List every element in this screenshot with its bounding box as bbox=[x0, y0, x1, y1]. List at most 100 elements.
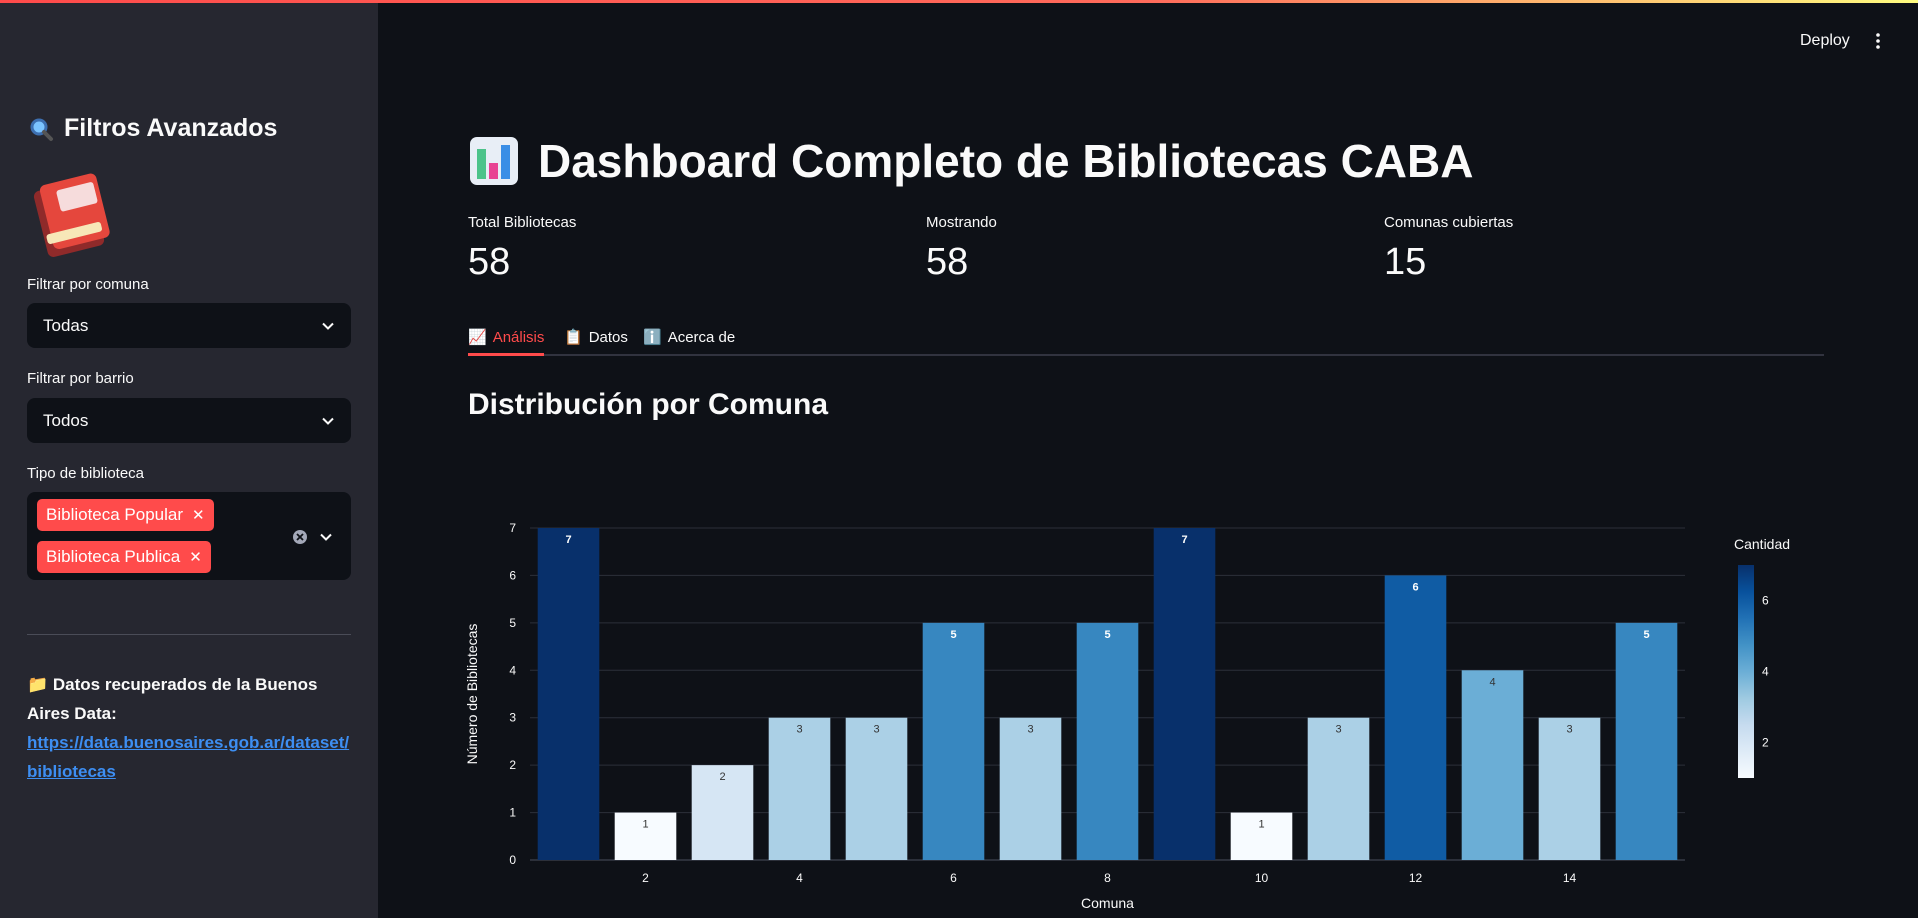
bar-value-label: 1 bbox=[642, 819, 648, 831]
barrio-select-value: Todos bbox=[43, 410, 89, 430]
bar bbox=[1461, 670, 1524, 860]
tab-bar: 📈 Análisis 📋 Datos ℹ️ Acerca de bbox=[468, 320, 1824, 356]
metric-value: 58 bbox=[926, 241, 969, 283]
tab-label: Análisis bbox=[492, 328, 545, 346]
x-axis-title: Comuna bbox=[1081, 895, 1134, 911]
bar-value-label: 3 bbox=[873, 724, 879, 736]
book-icon bbox=[33, 173, 110, 257]
y-tick-label: 1 bbox=[509, 806, 516, 820]
bar bbox=[1153, 528, 1216, 860]
bar-value-label: 7 bbox=[1181, 534, 1187, 546]
tipo-filter-label: Tipo de biblioteca bbox=[27, 465, 145, 482]
tag-biblioteca-popular: Biblioteca Popular ✕ bbox=[37, 499, 214, 531]
folder-icon: 📁 bbox=[27, 675, 49, 694]
magnifier-icon bbox=[30, 118, 53, 141]
colorbar-title: Cantidad bbox=[1734, 536, 1790, 552]
bar-value-label: 5 bbox=[1643, 629, 1649, 641]
colorbar-tick-label: 4 bbox=[1762, 665, 1769, 679]
bar bbox=[1384, 575, 1447, 860]
remove-tag-icon[interactable]: ✕ bbox=[192, 507, 205, 524]
bar bbox=[768, 717, 831, 860]
tipo-multiselect[interactable]: Biblioteca Popular ✕ Biblioteca Publica … bbox=[27, 492, 351, 580]
bar-value-label: 3 bbox=[1027, 724, 1033, 736]
bar-value-label: 3 bbox=[1335, 724, 1341, 736]
x-tick-label: 4 bbox=[796, 871, 803, 885]
metric-value: 58 bbox=[468, 241, 511, 283]
clear-icon[interactable] bbox=[292, 529, 308, 545]
sidebar-title: Filtros Avanzados bbox=[28, 114, 277, 143]
bar bbox=[922, 622, 985, 860]
bar bbox=[1076, 622, 1139, 860]
chevron-down-icon bbox=[322, 322, 334, 330]
x-tick-label: 6 bbox=[950, 871, 957, 885]
y-tick-label: 2 bbox=[509, 758, 516, 772]
bar-value-label: 3 bbox=[1566, 724, 1572, 736]
comuna-filter-label: Filtrar por comuna bbox=[27, 276, 149, 293]
chart-up-icon: 📈 bbox=[468, 329, 487, 346]
deploy-button[interactable]: Deploy bbox=[1800, 32, 1850, 49]
y-tick-label: 6 bbox=[509, 568, 516, 582]
section-title: Distribución por Comuna bbox=[468, 388, 828, 421]
bar-value-label: 7 bbox=[565, 534, 571, 546]
tag-label: Biblioteca Publica bbox=[46, 547, 181, 566]
app-top-decoration bbox=[0, 0, 1918, 3]
bar bbox=[1230, 812, 1293, 860]
bar-value-label: 6 bbox=[1412, 581, 1418, 593]
y-tick-label: 0 bbox=[509, 853, 516, 867]
bar-value-label: 3 bbox=[796, 724, 802, 736]
comuna-select[interactable]: Todas bbox=[27, 303, 351, 348]
bar-value-label: 2 bbox=[719, 771, 725, 783]
y-tick-label: 3 bbox=[509, 711, 516, 725]
remove-tag-icon[interactable]: ✕ bbox=[189, 549, 202, 566]
data-source-text: Datos recuperados de la Buenos Aires Dat… bbox=[27, 675, 318, 723]
comuna-select-value: Todas bbox=[43, 315, 89, 335]
metric-label: Total Bibliotecas bbox=[468, 214, 577, 231]
bar bbox=[614, 812, 677, 860]
tab-label: Datos bbox=[588, 328, 628, 346]
y-tick-label: 4 bbox=[509, 663, 516, 677]
y-tick-label: 7 bbox=[509, 521, 516, 535]
bar bbox=[1538, 717, 1601, 860]
sidebar: Filtros Avanzados Filtrar por comuna Tod… bbox=[0, 0, 378, 918]
chart-emoji-icon bbox=[470, 137, 518, 185]
metric-label: Mostrando bbox=[926, 214, 997, 231]
bar-value-label: 4 bbox=[1489, 676, 1495, 688]
bar bbox=[845, 717, 908, 860]
bar-value-label: 5 bbox=[950, 629, 956, 641]
metric-total: Total Bibliotecas 58 bbox=[468, 214, 576, 284]
clipboard-icon: 📋 bbox=[564, 329, 583, 346]
page-title: Dashboard Completo de Bibliotecas CABA bbox=[468, 134, 1473, 188]
tab-analisis[interactable]: 📈 Análisis bbox=[468, 320, 545, 356]
kebab-menu-icon[interactable] bbox=[1876, 33, 1880, 49]
metric-value: 15 bbox=[1384, 241, 1427, 283]
info-icon: ℹ️ bbox=[643, 329, 662, 346]
chevron-down-icon[interactable] bbox=[319, 530, 333, 544]
barrio-select[interactable]: Todos bbox=[27, 398, 351, 443]
bar-value-label: 1 bbox=[1258, 819, 1264, 831]
sidebar-divider bbox=[27, 634, 351, 635]
bar bbox=[691, 765, 754, 860]
bar bbox=[1615, 622, 1678, 860]
x-tick-label: 10 bbox=[1255, 871, 1269, 885]
metric-label: Comunas cubiertas bbox=[1384, 214, 1514, 231]
barrio-filter-label: Filtrar por barrio bbox=[27, 370, 134, 387]
tab-datos[interactable]: 📋 Datos bbox=[564, 320, 628, 354]
y-tick-label: 5 bbox=[509, 616, 516, 630]
tab-label: Acerca de bbox=[667, 328, 736, 346]
y-axis-title: Número de Bibliotecas bbox=[464, 624, 480, 765]
tag-label: Biblioteca Popular bbox=[46, 505, 184, 524]
colorbar-tick-label: 2 bbox=[1762, 736, 1769, 750]
x-tick-label: 12 bbox=[1409, 871, 1423, 885]
data-source-link[interactable]: https://data.buenosaires.gob.ar/dataset/… bbox=[27, 733, 350, 781]
bar bbox=[537, 528, 600, 860]
bar bbox=[999, 717, 1062, 860]
bar bbox=[1307, 717, 1370, 860]
tab-acerca-de[interactable]: ℹ️ Acerca de bbox=[643, 320, 735, 354]
metric-mostrando: Mostrando 58 bbox=[926, 214, 997, 284]
colorbar-tick-label: 6 bbox=[1762, 594, 1769, 608]
x-tick-label: 14 bbox=[1563, 871, 1577, 885]
chevron-down-icon bbox=[322, 417, 334, 425]
metric-comunas: Comunas cubiertas 15 bbox=[1384, 214, 1513, 284]
bar-value-label: 5 bbox=[1104, 629, 1110, 641]
